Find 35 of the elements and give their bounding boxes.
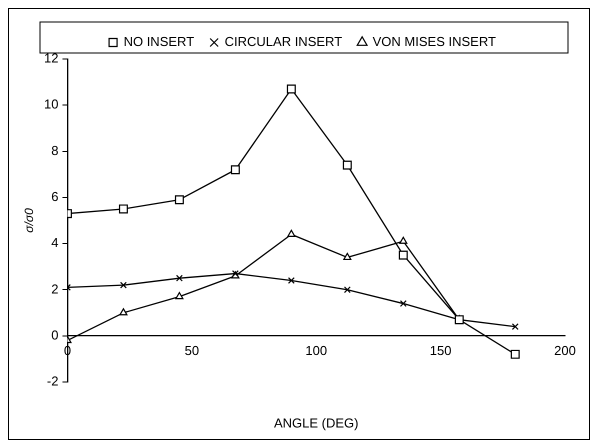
x-tick-label: 150 bbox=[430, 343, 452, 358]
point bbox=[512, 323, 519, 330]
point bbox=[398, 250, 408, 260]
point bbox=[288, 277, 295, 284]
y-tick-label: 12 bbox=[44, 50, 58, 66]
point bbox=[286, 84, 296, 94]
point bbox=[400, 300, 407, 307]
y-tick-label: 0 bbox=[51, 327, 58, 342]
x-tick-label: 200 bbox=[554, 343, 576, 358]
point bbox=[287, 230, 296, 237]
y-tick-label: 2 bbox=[51, 281, 58, 296]
point bbox=[399, 236, 408, 244]
y-tick-label: 10 bbox=[44, 96, 58, 112]
legend-label: NO INSERT bbox=[124, 34, 194, 50]
point bbox=[119, 308, 128, 316]
x-axis-title: ANGLE (DEG) bbox=[274, 416, 358, 431]
x-tick-label: 100 bbox=[305, 343, 328, 358]
point bbox=[344, 286, 351, 294]
point bbox=[120, 282, 127, 289]
point bbox=[342, 160, 352, 170]
point bbox=[118, 204, 128, 214]
y-tick-label: 8 bbox=[51, 142, 58, 158]
point bbox=[343, 252, 352, 260]
x-tick-label: 50 bbox=[184, 343, 200, 358]
point bbox=[176, 274, 183, 282]
y-tick-label: -2 bbox=[46, 374, 58, 389]
legend-label: VON MISES INSERT bbox=[372, 34, 496, 50]
point bbox=[174, 195, 184, 204]
point bbox=[175, 292, 184, 300]
legend-label: CIRCULAR INSERT bbox=[224, 34, 342, 50]
point bbox=[510, 350, 520, 359]
y-tick-label: 6 bbox=[51, 189, 58, 204]
point bbox=[230, 165, 240, 174]
y-axis-title: σ/σ0 bbox=[22, 208, 36, 233]
y-tick-label: 4 bbox=[51, 235, 58, 250]
